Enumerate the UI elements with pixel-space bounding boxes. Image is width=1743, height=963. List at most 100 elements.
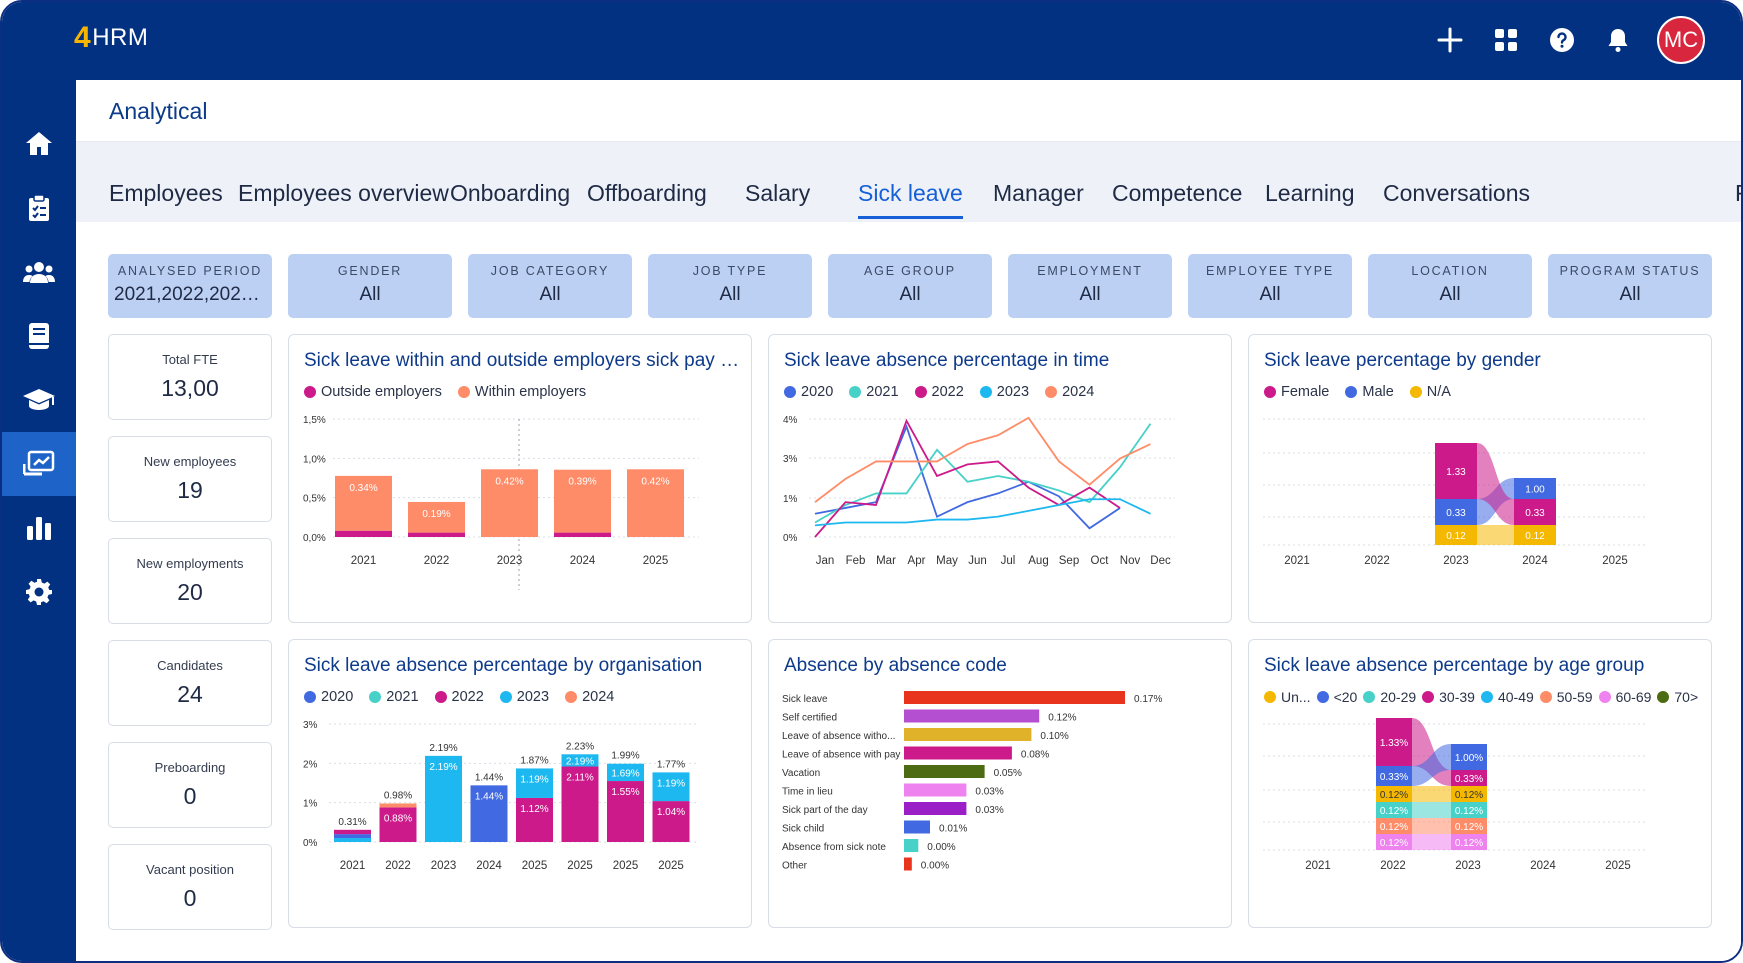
card-by-age-group[interactable]: Sick leave absence percentage by age gro… — [1248, 639, 1712, 928]
y-tick-label: 3% — [783, 454, 798, 465]
legend-dot — [979, 386, 992, 398]
kpi-vacant-position[interactable]: Vacant position 0 — [108, 844, 272, 930]
user-avatar[interactable]: MC — [1657, 16, 1705, 64]
card-absence-code[interactable]: Absence by absence code Sick leave 0.17% S… — [768, 639, 1232, 928]
data-label: 0.05% — [994, 768, 1022, 779]
card-by-organisation[interactable]: Sick leave absence percentage by organis… — [288, 639, 752, 928]
legend-item[interactable]: 2020 — [784, 384, 833, 400]
tab-bar: Employees Employees overview Onboarding … — [76, 142, 1741, 222]
legend-item[interactable]: N/A — [1409, 384, 1451, 400]
tab-onboarding[interactable]: Onboarding — [450, 180, 571, 206]
app-logo[interactable]: 4 HRM — [74, 21, 149, 54]
legend-item[interactable]: 2024 — [1045, 384, 1094, 400]
x-tick-label: 2024 — [1522, 555, 1548, 567]
bar-segment — [1451, 770, 1487, 786]
tab-employees[interactable]: Employees — [109, 180, 223, 206]
filter-location[interactable]: LOCATION All — [1368, 254, 1532, 318]
flow-segment — [1412, 802, 1451, 818]
sidebar-item-home[interactable] — [2, 112, 76, 176]
y-tick-label: 0% — [783, 533, 798, 544]
legend-label: 30-39 — [1439, 689, 1475, 705]
legend-dot — [499, 691, 512, 703]
legend-item[interactable]: Within employers — [457, 384, 586, 400]
legend-item[interactable]: 2024 — [565, 689, 614, 705]
y-tick-label: 4% — [783, 415, 798, 426]
kpi-new-employees[interactable]: New employees 19 — [108, 436, 272, 522]
legend-item[interactable]: 2021 — [369, 689, 419, 705]
tab-learning[interactable]: Learning — [1265, 180, 1355, 206]
filter-job-category[interactable]: JOB CATEGORY All — [468, 254, 632, 318]
bar-segment — [1514, 478, 1556, 499]
sidebar-item-reports[interactable] — [2, 496, 76, 560]
tab-employees-overview[interactable]: Employees overview — [238, 180, 449, 206]
data-label: 0.12 — [1525, 531, 1545, 542]
help-icon[interactable] — [1545, 23, 1579, 57]
sidebar-item-library[interactable] — [2, 304, 76, 368]
flow-female — [1477, 443, 1514, 525]
filter-job-type[interactable]: JOB TYPE All — [648, 254, 812, 318]
filter-program-status[interactable]: PROGRAM STATUS All — [1548, 254, 1712, 318]
tab-conversations[interactable]: Conversations — [1383, 180, 1531, 206]
legend-item[interactable]: 70> — [1657, 689, 1698, 705]
sidebar-item-analytics[interactable] — [2, 432, 76, 496]
sidebar-item-tasks[interactable] — [2, 176, 76, 240]
page-title: Analytical — [109, 98, 208, 124]
legend-item[interactable]: 2023 — [979, 384, 1029, 400]
x-tick-label: Nov — [1120, 555, 1141, 567]
apps-grid-icon[interactable] — [1489, 23, 1523, 57]
filter-gender[interactable]: GENDER All — [288, 254, 452, 318]
tab-overflow[interactable]: F — [1735, 180, 1741, 207]
kpi-candidates[interactable]: Candidates 24 — [108, 640, 272, 726]
data-label: 0.88% — [384, 813, 412, 824]
x-tick-label: Jun — [968, 555, 987, 567]
kpi-preboarding[interactable]: Preboarding 0 — [108, 742, 272, 828]
legend-item[interactable]: 2023 — [499, 689, 549, 705]
logo-digit: 4 — [74, 21, 92, 54]
bell-icon[interactable] — [1601, 23, 1635, 57]
legend-item[interactable]: Male — [1345, 384, 1394, 400]
legend-item[interactable]: Female — [1264, 384, 1329, 400]
legend-item[interactable]: Un... — [1264, 689, 1311, 705]
filter-analysed-period[interactable]: ANALYSED PERIOD 2021,2022,2023... — [108, 254, 272, 318]
total-label: 2.23% — [566, 741, 594, 752]
legend-item[interactable]: 60-69 — [1598, 689, 1651, 705]
legend-item[interactable]: 40-49 — [1480, 689, 1534, 705]
legend-item[interactable]: <20 — [1316, 689, 1357, 705]
legend-item[interactable]: 2022 — [914, 384, 964, 400]
analytics-icon — [23, 450, 55, 476]
data-label: 1.33% — [1380, 738, 1408, 749]
filter-age-group[interactable]: AGE GROUP All — [828, 254, 992, 318]
filter-employment[interactable]: EMPLOYMENT All — [1008, 254, 1172, 318]
sidebar-item-people[interactable] — [2, 240, 76, 304]
plus-icon[interactable] — [1433, 23, 1467, 57]
tab-salary[interactable]: Salary — [745, 180, 811, 206]
x-tick-label: Feb — [846, 555, 866, 567]
tab-manager[interactable]: Manager — [993, 180, 1084, 206]
kpi-total-fte[interactable]: Total FTE 13,00 — [108, 334, 272, 420]
legend-item[interactable]: 20-29 — [1363, 689, 1416, 705]
bar-segment — [1435, 443, 1477, 499]
legend-item[interactable]: 30-39 — [1422, 689, 1475, 705]
tab-sick-leave[interactable]: Sick leave — [858, 180, 963, 219]
sidebar-item-settings[interactable] — [2, 560, 76, 624]
card-sick-pay-employers[interactable]: Sick leave within and outside employers … — [288, 334, 752, 623]
tab-offboarding[interactable]: Offboarding — [587, 180, 707, 206]
card-absence-in-time[interactable]: Sick leave absence percentage in time 20… — [768, 334, 1232, 623]
logo-text: HRM — [92, 24, 149, 51]
card-by-gender[interactable]: Sick leave percentage by gender Female M… — [1248, 334, 1712, 623]
kpi-new-employments[interactable]: New employments 20 — [108, 538, 272, 624]
tab-competence[interactable]: Competence — [1112, 180, 1243, 206]
clipboard-icon — [29, 194, 49, 221]
legend-item[interactable]: 50-59 — [1539, 689, 1593, 705]
legend-item[interactable]: Outside employers — [304, 384, 442, 400]
legend-item[interactable]: 2020 — [304, 689, 353, 705]
data-label: 2.11% — [566, 772, 594, 783]
sidebar-item-learning[interactable] — [2, 368, 76, 432]
chart-code: Sick leave 0.17% Self certified 0.12% Leave … — [782, 691, 1162, 872]
filter-employee-type[interactable]: EMPLOYEE TYPE All — [1188, 254, 1352, 318]
legend-item[interactable]: 2022 — [434, 689, 484, 705]
data-label: 1.19% — [657, 778, 685, 789]
legend-item[interactable]: 2021 — [849, 384, 899, 400]
filter-value: All — [1079, 284, 1101, 305]
